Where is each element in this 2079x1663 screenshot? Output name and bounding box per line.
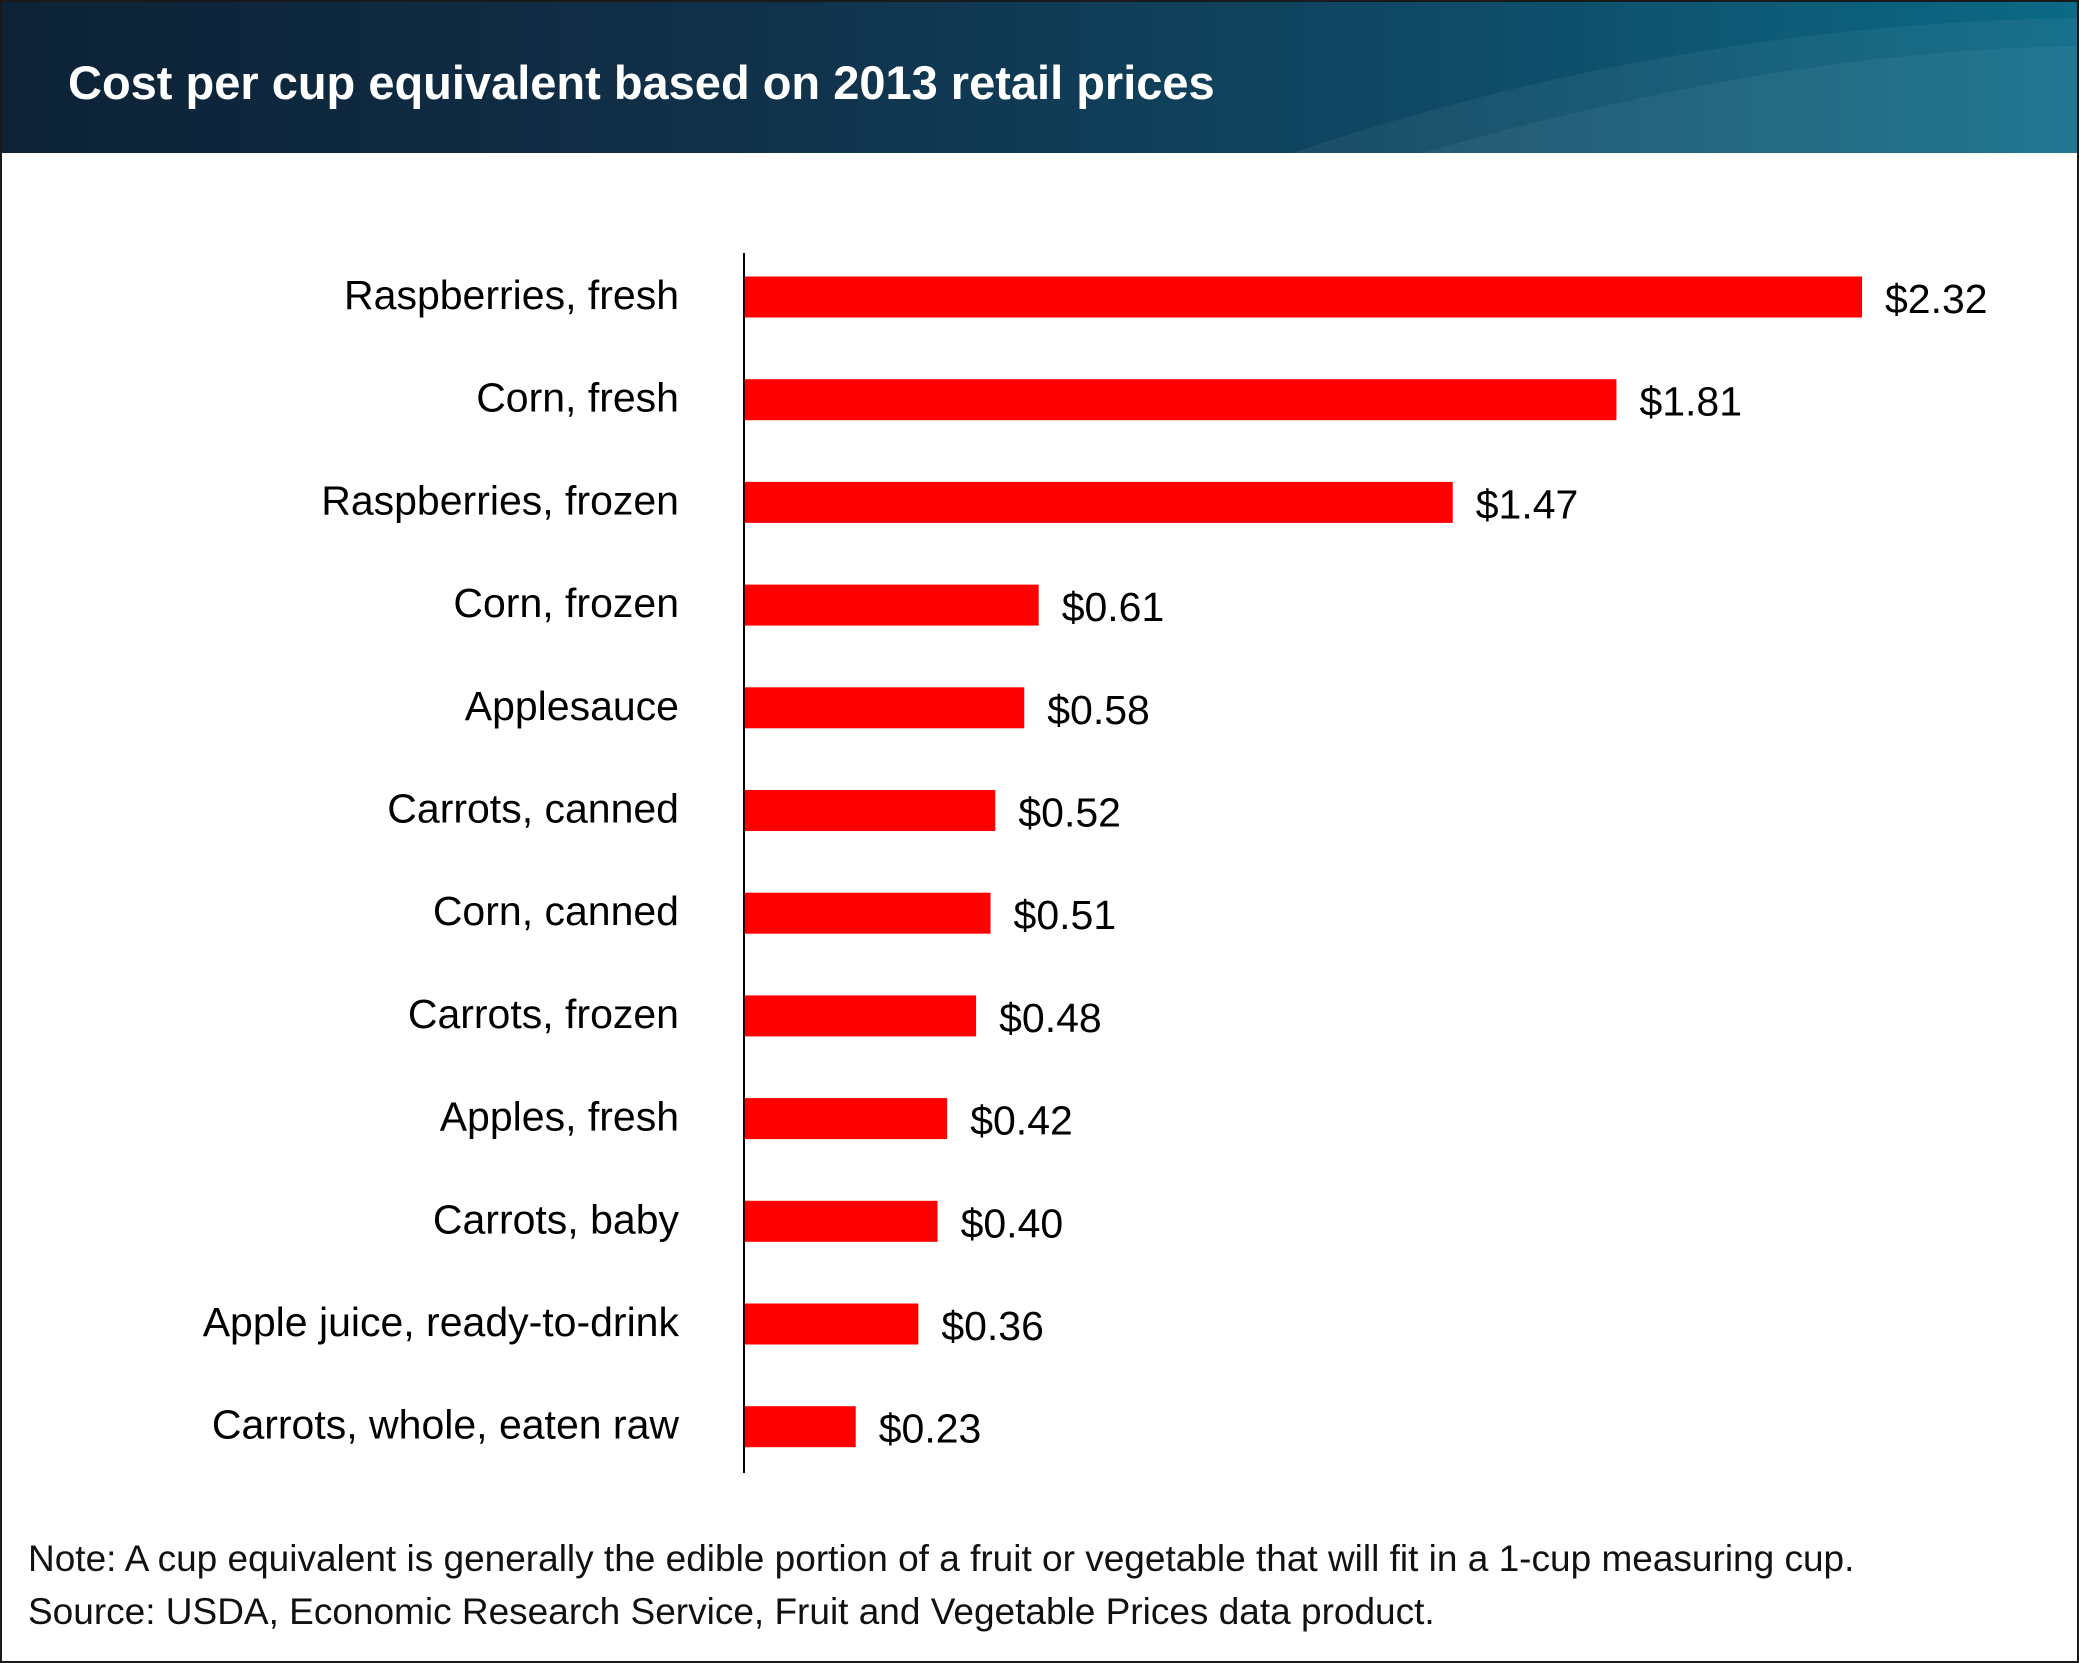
value-label: $1.81 (1639, 379, 1742, 425)
bar (745, 276, 1862, 318)
bar (745, 379, 1617, 421)
category-label: Apples, fresh (440, 1094, 679, 1140)
category-label: Carrots, canned (387, 786, 679, 832)
value-label: $0.40 (961, 1200, 1064, 1246)
category-label: Apple juice, ready-to-drink (203, 1299, 680, 1345)
footnote-note: Note: A cup equivalent is generally the … (28, 1538, 1855, 1579)
bar (745, 584, 1039, 626)
category-label: Raspberries, frozen (321, 477, 679, 523)
bar (745, 1098, 948, 1140)
value-label: $0.42 (970, 1098, 1073, 1144)
category-label: Corn, frozen (453, 580, 679, 626)
bar (745, 1406, 856, 1448)
footnote: Note: A cup equivalent is generally the … (28, 1532, 1854, 1638)
value-label: $0.61 (1062, 584, 1165, 630)
banner-swoosh-decoration (1292, 18, 2077, 153)
category-label: Carrots, whole, eaten raw (212, 1402, 680, 1448)
category-label: Carrots, baby (433, 1196, 680, 1242)
bar (745, 687, 1025, 729)
chart-title: Cost per cup equivalent based on 2013 re… (68, 56, 1215, 109)
bar (745, 481, 1453, 523)
chart-area: Raspberries, fresh $2.32 Corn, fresh $1.81 R… (2, 153, 2077, 1503)
bar (745, 892, 991, 934)
value-label: $1.47 (1476, 481, 1579, 527)
title-banner: Cost per cup equivalent based on 2013 re… (2, 2, 2077, 153)
bar (745, 790, 996, 831)
category-label: Corn, canned (433, 888, 679, 934)
value-label: $0.36 (941, 1303, 1044, 1349)
value-label: $0.23 (879, 1406, 982, 1452)
category-label: Applesauce (465, 683, 679, 729)
bar (745, 995, 977, 1037)
footnote-source: Source: USDA, Economic Research Service,… (28, 1591, 1435, 1632)
value-label: $0.48 (999, 995, 1102, 1041)
category-label: Corn, fresh (476, 375, 679, 421)
bar (745, 1200, 938, 1242)
bar-chart: Raspberries, fresh $2.32 Corn, fresh $1.81 R… (203, 253, 1988, 1473)
category-label: Raspberries, fresh (344, 272, 679, 318)
value-label: $0.52 (1018, 790, 1121, 836)
value-label: $0.58 (1047, 687, 1150, 733)
bar (745, 1303, 919, 1345)
value-label: $0.51 (1014, 892, 1117, 938)
value-label: $2.32 (1885, 276, 1988, 322)
category-label: Carrots, frozen (408, 991, 679, 1037)
